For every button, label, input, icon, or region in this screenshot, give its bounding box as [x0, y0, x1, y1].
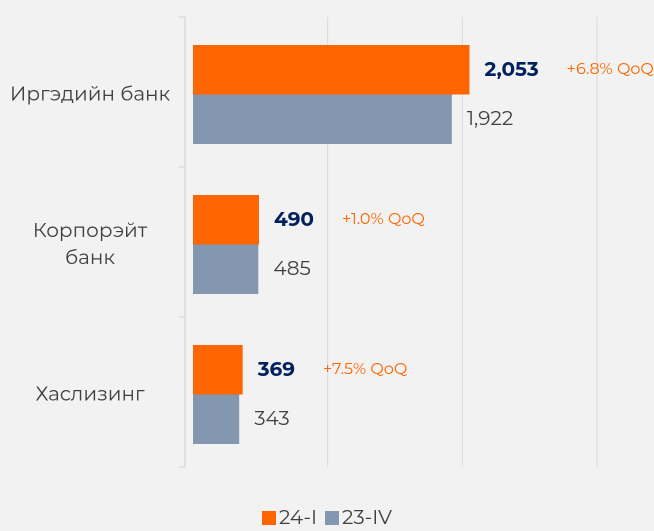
legend-item: 23-IV: [325, 506, 392, 530]
legend: 24-I 23-IV: [0, 506, 654, 530]
annotation: +6.8% QoQ: [566, 60, 654, 80]
legend-swatch: [325, 511, 340, 525]
category-label: Иргэдийн банк: [9, 82, 171, 106]
category-label: Хаслизинг: [35, 382, 145, 406]
bar: [193, 94, 452, 144]
value-label-group: 343: [254, 407, 654, 431]
legend-swatch: [262, 511, 276, 525]
legend-label: 23-IV: [342, 506, 392, 530]
value-label: 1,922: [466, 107, 514, 132]
annotation: +1.0% QoQ: [342, 210, 425, 230]
bar: [193, 45, 470, 95]
value-label: 369: [257, 357, 296, 382]
value-label: 343: [254, 407, 290, 432]
bar: [193, 345, 243, 395]
bar: [193, 394, 240, 444]
legend-item: 24-I: [262, 506, 317, 530]
value-label: 2,053: [484, 57, 539, 82]
value-label-group: 485: [273, 257, 654, 281]
value-label-group: 369 +7.5% QoQ: [258, 358, 654, 382]
value-label: 485: [273, 257, 311, 282]
category-label: Корпорэйт банк: [32, 218, 148, 270]
bar: [193, 195, 259, 245]
value-label-group: 1,922: [467, 107, 654, 131]
value-label-group: 490 +1.0% QoQ: [274, 208, 654, 232]
bar: [193, 244, 259, 294]
legend-label: 24-I: [279, 506, 318, 530]
value-label-group: 2,053 +6.8% QoQ: [484, 58, 654, 82]
value-label: 490: [273, 207, 315, 232]
annotation: +7.5% QoQ: [323, 360, 408, 380]
